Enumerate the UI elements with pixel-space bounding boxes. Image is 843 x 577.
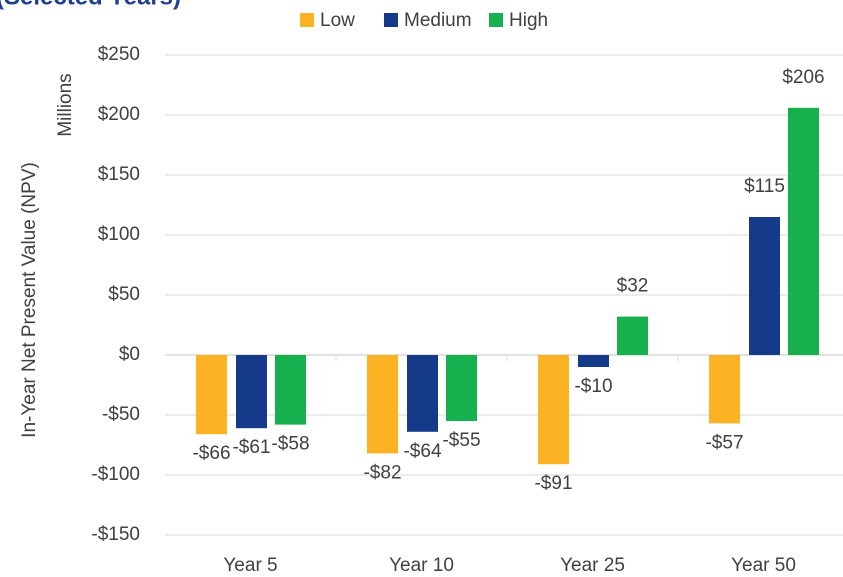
data-label: -$66 <box>192 443 230 464</box>
legend-label: Medium <box>404 10 472 31</box>
bar <box>367 355 398 454</box>
bar <box>196 355 227 435</box>
bar <box>578 355 609 367</box>
legend-label: High <box>509 10 548 31</box>
data-label: -$61 <box>232 437 270 458</box>
y-tick-label: -$100 <box>91 464 140 485</box>
data-label: -$58 <box>271 434 309 455</box>
data-label: $206 <box>782 67 824 88</box>
legend-swatch <box>384 13 398 27</box>
data-label: -$57 <box>705 432 743 453</box>
y-tick-label: $250 <box>98 44 140 65</box>
data-label: $115 <box>744 176 785 197</box>
bar <box>538 355 569 465</box>
legend-label: Low <box>320 10 355 31</box>
data-label: -$10 <box>574 376 612 397</box>
data-label: -$55 <box>442 430 480 451</box>
chart-title: (Selected Years) <box>0 0 181 10</box>
data-label: -$82 <box>363 462 401 483</box>
bar <box>407 355 438 432</box>
bar <box>236 355 267 429</box>
y-tick-label: -$50 <box>102 404 140 425</box>
y-axis-label: In-Year Net Present Value (NPV) <box>19 162 40 438</box>
bar <box>709 355 740 424</box>
y-tick-label: $200 <box>98 104 140 125</box>
y-tick-label: -$150 <box>91 524 140 545</box>
y-tick-label: $150 <box>98 164 140 185</box>
legend-swatch <box>489 13 503 27</box>
data-label: -$91 <box>534 473 572 494</box>
y-units-label: Millions <box>55 73 76 136</box>
bar <box>275 355 306 425</box>
y-tick-label: $100 <box>98 224 140 245</box>
x-tick-label: Year 10 <box>389 555 454 576</box>
bar <box>446 355 477 421</box>
y-tick-label: $0 <box>119 344 140 365</box>
data-label: $32 <box>617 276 649 297</box>
y-tick-label: $50 <box>108 284 140 305</box>
bar <box>617 316 648 355</box>
x-tick-label: Year 50 <box>731 555 796 576</box>
bar <box>749 217 780 355</box>
data-label: -$64 <box>403 441 441 462</box>
x-tick-label: Year 5 <box>223 555 277 576</box>
x-tick-label: Year 25 <box>560 555 625 576</box>
bar <box>788 107 819 355</box>
legend-swatch <box>300 13 314 27</box>
